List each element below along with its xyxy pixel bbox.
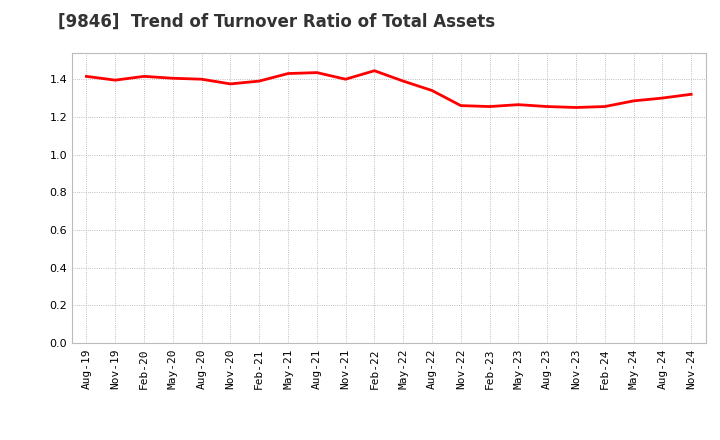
Text: [9846]  Trend of Turnover Ratio of Total Assets: [9846] Trend of Turnover Ratio of Total …: [58, 13, 495, 31]
